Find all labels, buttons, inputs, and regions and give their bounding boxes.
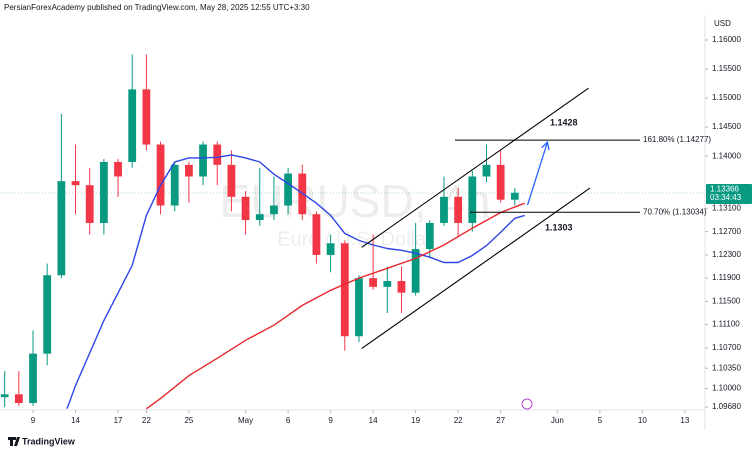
x-tick-label: 19 [411,416,420,425]
candle-body [99,161,108,223]
candle-body [170,164,179,206]
arrow-head [541,140,550,151]
y-tick-label: 1.10000 [712,384,741,393]
y-tick-label: 1.11100 [712,320,740,329]
y-tick-label: 1.10700 [712,343,741,352]
candle-body [71,181,80,186]
candle-body [57,181,66,276]
candle-body [14,394,23,404]
x-tick-label: 5 [598,416,603,425]
candle-body [468,176,477,223]
candle-body [270,205,278,215]
candle-body [411,249,420,293]
candle-body [43,275,52,354]
candle-body [440,196,448,223]
y-tick-label: 1.12700 [712,227,741,236]
candle-body [0,394,9,398]
candle-body [425,222,434,250]
candle-body [255,214,264,221]
arrow [526,142,549,206]
moving-average [66,154,525,410]
event-icon[interactable] [521,398,533,410]
level-tag: 1.1303 [545,223,573,233]
x-tick-label: 9 [328,416,333,425]
x-tick-label: 22 [142,416,151,425]
y-tick-label: 1.15500 [712,64,741,73]
level-tag: 1.1428 [550,117,578,127]
fib-level-label: 70.70% (1.13034) [643,207,707,216]
candle-body [383,281,392,287]
fib-level-label: 161.80% (1.14277) [643,135,711,144]
x-tick-label: 13 [680,416,689,425]
x-tick-label: 10 [638,416,647,425]
candle-body [199,144,207,177]
x-tick-label: 17 [114,416,123,425]
candle-body [114,161,122,177]
x-tick-label: Jun [551,416,564,425]
x-tick-label: 14 [369,416,378,425]
candle-body [29,353,37,404]
candle-body [185,164,193,177]
logo [8,437,20,446]
y-tick-label: 1.11900 [712,273,741,282]
last-price-tag [706,183,752,204]
y-tick-label: 1.14500 [712,122,741,131]
currency: USD [714,19,731,28]
candle-body [227,164,236,197]
candle-body [340,243,349,337]
candle-body [284,173,292,206]
candle-body [85,185,94,223]
x-tick-label: May [238,416,253,425]
candle-body [142,89,151,145]
candle-body [128,89,137,162]
footer: TradingView [22,436,76,446]
candle-body [397,281,406,293]
candle-body [510,192,519,200]
y-tick-label: 1.12300 [712,250,741,259]
y-tick-label: 1.09680 [712,402,741,411]
x-tick-label: 9 [31,416,36,425]
moving-average [145,202,525,410]
y-tick-label: 1.14000 [712,151,741,160]
x-tick-label: 6 [286,416,291,425]
candle-body [241,196,250,221]
x-tick-label: 25 [184,416,193,425]
countdown: 03:34:43 [710,193,742,202]
candle-body [496,164,505,200]
x-tick-label: 22 [454,416,463,425]
y-tick-label: 1.13100 [712,204,741,213]
x-tick-label: 27 [496,416,505,425]
trendline [361,87,589,248]
candle-body [355,278,363,337]
y-tick-label: 1.10350 [712,363,741,372]
candle-body [312,214,321,255]
candle-body [454,196,463,223]
candle-body [156,144,165,206]
candle-body [326,243,335,255]
candle-body [369,278,378,287]
candle-body [482,164,491,177]
candle-body [213,144,222,165]
last-price-label: 1.13366 [710,185,739,194]
header: PersianForexAcademy published on Trading… [4,3,310,12]
y-tick-label: 1.16000 [712,35,741,44]
y-tick-label: 1.11500 [712,296,741,305]
x-tick-label: 14 [71,416,80,425]
y-tick-label: 1.15000 [712,93,741,102]
trendline [361,187,591,349]
